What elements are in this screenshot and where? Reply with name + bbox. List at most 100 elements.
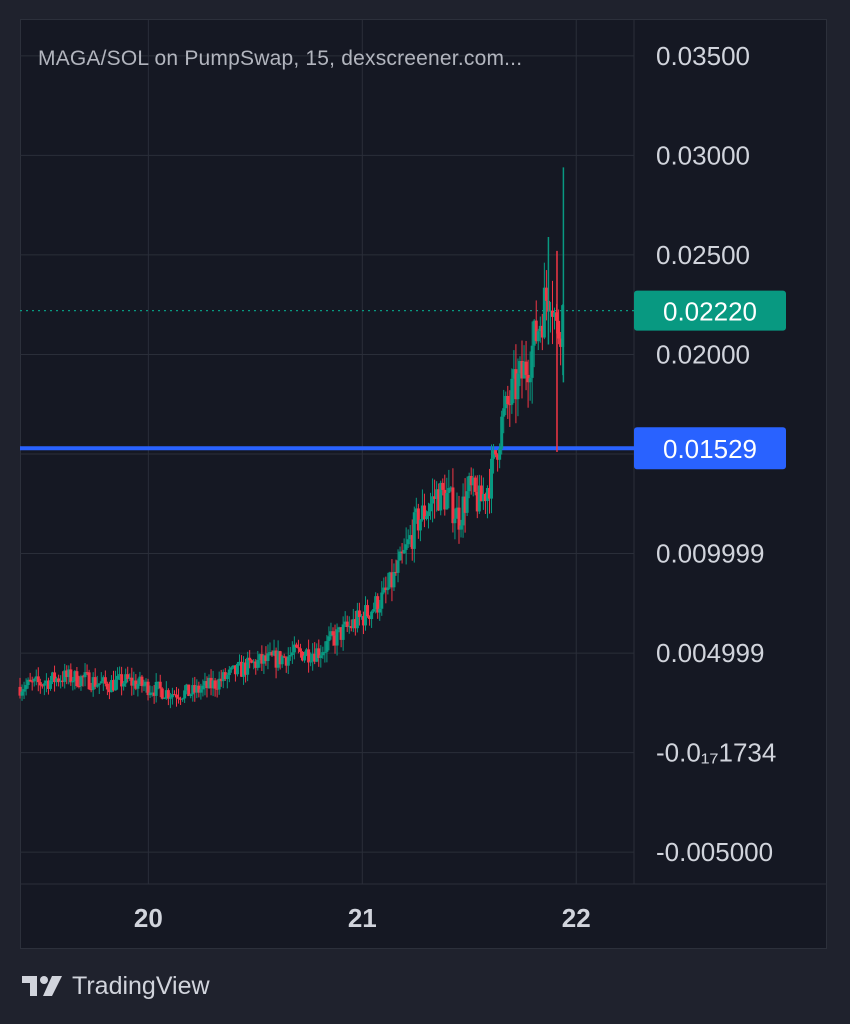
candle-body xyxy=(211,680,215,689)
candle-body xyxy=(485,488,489,502)
candle-body xyxy=(451,487,455,524)
candle-body xyxy=(148,692,152,696)
candle-body xyxy=(191,685,195,695)
candle-body xyxy=(380,592,384,609)
candle-body xyxy=(268,652,272,654)
candle-body xyxy=(429,503,433,512)
candle-body xyxy=(550,310,554,317)
candle-body xyxy=(372,609,376,612)
candle-body xyxy=(384,587,388,591)
candle-body xyxy=(95,684,99,687)
candle-body xyxy=(144,681,148,686)
candle-body xyxy=(156,681,160,683)
chart-frame[interactable] xyxy=(20,19,827,949)
candle-body xyxy=(396,560,400,573)
horizontal-line-label: 0.01529 xyxy=(663,434,757,464)
candle-body xyxy=(69,669,73,683)
candle-body xyxy=(390,572,394,588)
candle-body xyxy=(282,656,286,658)
candle-body xyxy=(447,488,451,493)
candle-body xyxy=(103,677,107,684)
candle-body xyxy=(193,685,197,693)
candle-body xyxy=(162,698,166,700)
candle-body xyxy=(126,674,130,679)
y-tick-label: 0.004999 xyxy=(656,638,764,668)
candle-body xyxy=(138,676,142,685)
candle-body xyxy=(492,450,496,459)
candle-body xyxy=(99,681,103,684)
candle-body xyxy=(254,661,258,668)
candle-body xyxy=(111,680,115,691)
last-price-label: 0.02220 xyxy=(663,297,757,327)
candle-body xyxy=(487,488,491,499)
candle-body xyxy=(91,677,95,690)
candle-body xyxy=(469,475,473,486)
candle-body xyxy=(26,679,30,686)
x-tick-label: 22 xyxy=(562,903,591,933)
candle-body xyxy=(453,518,457,524)
candle-body xyxy=(240,661,244,677)
candle-body xyxy=(213,680,217,689)
candle-body xyxy=(364,605,368,626)
tradingview-brand[interactable]: TradingView xyxy=(22,970,210,1002)
candle-body xyxy=(427,511,431,517)
candle-body xyxy=(473,477,477,492)
candle-body xyxy=(292,644,296,653)
candle-body xyxy=(296,647,300,649)
candle-body xyxy=(331,631,335,636)
candle-body xyxy=(433,496,437,499)
candle-body xyxy=(483,493,487,502)
candle-body xyxy=(504,395,508,409)
candle-body xyxy=(128,677,132,679)
candle-body xyxy=(557,320,561,339)
candle-body xyxy=(402,549,406,554)
tradingview-logo-icon xyxy=(22,976,62,996)
candle-body xyxy=(244,662,248,675)
candle-body xyxy=(544,287,548,301)
candle-body xyxy=(270,652,274,656)
candle-body xyxy=(229,667,233,670)
candle-body xyxy=(351,619,355,629)
candle-body xyxy=(118,674,122,676)
candle-body xyxy=(548,310,552,312)
candle-body xyxy=(378,608,382,613)
candle-body xyxy=(329,631,333,637)
candle-body xyxy=(114,679,118,691)
candle-body xyxy=(435,489,439,499)
candle-body xyxy=(398,551,402,561)
candle-body xyxy=(333,635,337,646)
candle-body xyxy=(522,361,526,379)
candle-body xyxy=(57,678,61,683)
candle-body xyxy=(38,682,42,686)
candle-body xyxy=(248,657,252,661)
candle-body xyxy=(30,681,34,683)
candle-body xyxy=(416,508,420,531)
candle-body xyxy=(534,320,538,342)
candle-body xyxy=(449,487,453,489)
candle-body xyxy=(266,653,270,662)
candle-body xyxy=(477,485,481,512)
candle-body xyxy=(278,651,282,665)
candle-body xyxy=(51,672,55,681)
candle-body xyxy=(40,685,44,687)
candle-body xyxy=(386,587,390,591)
candle-body xyxy=(498,448,502,460)
candle-body xyxy=(179,698,183,700)
candle-body xyxy=(414,508,418,513)
candle-body xyxy=(209,677,213,689)
candle-body xyxy=(75,671,79,686)
candle-body xyxy=(286,656,290,666)
candle-body xyxy=(524,361,528,375)
candle-body xyxy=(536,331,540,342)
candle-body xyxy=(290,652,294,656)
candle-body xyxy=(217,678,221,690)
candle-body xyxy=(559,338,563,347)
candle-body xyxy=(422,505,426,520)
candle-body xyxy=(284,657,288,666)
horizontal-line-layer[interactable]: 0.02220 0.01529 xyxy=(20,290,786,470)
candle-body xyxy=(177,697,181,699)
candle-body xyxy=(347,626,351,628)
candle-body xyxy=(303,655,307,661)
candle-body xyxy=(418,519,422,531)
